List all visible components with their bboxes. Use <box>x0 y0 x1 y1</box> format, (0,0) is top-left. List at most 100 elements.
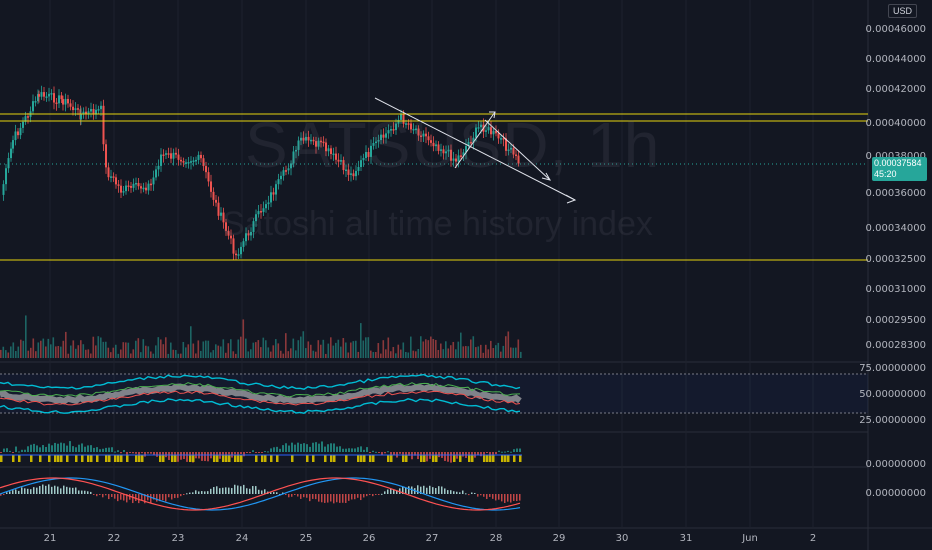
signal-bar <box>126 455 129 462</box>
macd-histogram-bar <box>39 486 41 494</box>
histogram-bar <box>444 452 446 461</box>
macd-histogram-bar <box>435 488 437 494</box>
volume-bar <box>20 339 22 358</box>
candle-body <box>140 186 142 189</box>
candle-body <box>375 141 377 144</box>
signal-bar <box>96 455 99 462</box>
volume-bar <box>325 353 327 358</box>
candle-body <box>22 121 24 128</box>
histogram-bar <box>60 442 62 452</box>
volume-bar <box>392 347 395 358</box>
macd-histogram-bar <box>348 494 350 501</box>
volume-bar <box>430 336 432 358</box>
macd-histogram-bar <box>201 491 203 494</box>
histogram-bar <box>42 445 44 452</box>
histogram-bar <box>3 448 5 452</box>
macd-histogram-bar <box>54 485 56 494</box>
histogram-bar <box>237 452 239 456</box>
candle-body <box>445 151 447 154</box>
macd-histogram-bar <box>426 487 428 494</box>
macd-histogram-bar <box>474 492 476 494</box>
signal-bar <box>402 455 405 462</box>
time-axis-label: 21 <box>43 533 57 544</box>
macd-histogram-bar <box>360 494 362 501</box>
candle-body <box>465 146 467 153</box>
volume-bar <box>17 346 20 358</box>
histogram-bar <box>207 452 209 462</box>
candle-body <box>27 116 29 118</box>
histogram-bar <box>87 445 89 452</box>
candle-body <box>152 177 155 185</box>
candle-body <box>110 176 112 178</box>
histogram-bar <box>342 448 344 452</box>
macd-histogram-bar <box>396 490 398 494</box>
volume-bar <box>247 351 250 358</box>
volume-bar <box>100 337 102 358</box>
candle-body <box>127 185 130 188</box>
osc-axis-label: 50.00000000 <box>859 389 926 400</box>
volume-bar <box>395 353 397 358</box>
histogram-bar <box>201 452 203 461</box>
volume-bar <box>107 347 110 358</box>
macd-histogram-bar <box>147 494 149 501</box>
macd-histogram-bar <box>318 494 320 502</box>
volume-bar <box>510 347 512 358</box>
volume-bar <box>250 349 252 358</box>
candle-body <box>470 141 472 144</box>
candle-body <box>452 158 455 161</box>
candle-body <box>487 127 490 131</box>
signal-bar <box>0 455 3 462</box>
signal-bar <box>504 455 507 462</box>
trend-line <box>374 97 576 201</box>
trend-line <box>454 111 496 169</box>
volume-bar <box>297 340 300 358</box>
histogram-bar <box>492 452 494 457</box>
histogram-bar <box>84 446 86 452</box>
candle-body <box>55 102 58 105</box>
macd-histogram-bar <box>444 488 446 494</box>
candle-body <box>64 98 67 105</box>
candle-body <box>142 187 145 190</box>
macd-histogram-bar <box>42 484 44 494</box>
signal-bar <box>486 455 489 462</box>
volume-bar <box>92 336 95 358</box>
currency-badge[interactable]: USD <box>888 4 918 18</box>
volume-bar <box>347 352 350 358</box>
candle-body <box>415 128 417 131</box>
candle-body <box>43 92 45 97</box>
osc-fast-line <box>0 382 521 398</box>
signal-bar <box>237 455 240 462</box>
candle-body <box>310 139 312 142</box>
description-watermark: Satoshi all time history index <box>222 205 653 243</box>
macd-histogram-bar <box>27 488 29 494</box>
volume-bar <box>327 343 330 358</box>
candle-body <box>190 161 192 163</box>
macd-histogram-bar <box>156 494 158 502</box>
volume-bar <box>50 344 52 358</box>
candle-body <box>182 161 185 163</box>
histogram-bar <box>39 447 41 452</box>
candle-body <box>467 141 470 147</box>
histogram-bar <box>312 442 314 452</box>
histogram-bar <box>21 449 23 452</box>
candle-body <box>72 106 74 111</box>
histogram-bar <box>486 452 488 453</box>
macd-histogram-bar <box>177 494 179 498</box>
signal-bar <box>483 455 486 462</box>
signal-bar <box>513 455 516 462</box>
volume-bar <box>235 353 237 358</box>
candle-body <box>332 153 335 156</box>
volume-bar <box>472 336 475 358</box>
signal-bar <box>105 455 108 462</box>
volume-bar <box>42 338 45 358</box>
time-axis-label: 31 <box>679 533 693 544</box>
price-axis-label: 0.00028300 <box>865 340 926 351</box>
candle-body <box>242 241 245 247</box>
histogram-bar <box>126 452 128 455</box>
histogram-bar <box>255 452 257 453</box>
candle-body <box>397 119 400 124</box>
macd-histogram-bar <box>489 494 491 497</box>
histogram-bar <box>213 452 215 457</box>
